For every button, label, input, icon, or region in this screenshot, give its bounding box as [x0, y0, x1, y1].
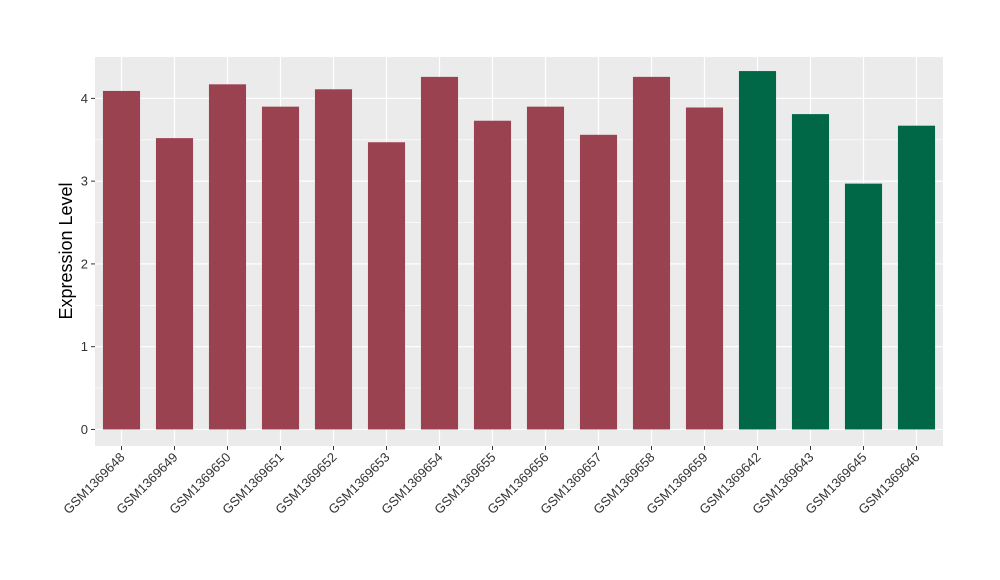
bar-GSM1369656	[526, 106, 565, 430]
y-axis-title: Expression Level	[56, 182, 76, 319]
y-tick-label: 4	[81, 91, 88, 106]
bar-GSM1369658	[632, 76, 671, 430]
bar-GSM1369654	[420, 76, 459, 430]
x-axis: GSM1369648GSM1369649GSM1369650GSM1369651…	[60, 446, 923, 517]
bar-GSM1369646	[897, 125, 936, 430]
bar-GSM1369642	[738, 71, 777, 430]
bar-GSM1369653	[367, 142, 406, 430]
bar-GSM1369657	[579, 134, 618, 430]
bar-GSM1369651	[261, 106, 300, 430]
bar-GSM1369648	[102, 90, 141, 430]
y-tick-label: 0	[81, 422, 88, 437]
bar-GSM1369643	[791, 114, 830, 430]
bar-GSM1369645	[844, 183, 883, 430]
bar-GSM1369652	[314, 89, 353, 430]
bar-GSM1369659	[685, 107, 724, 430]
bar-GSM1369649	[155, 138, 194, 430]
y-axis: 0 1 2 3 4	[81, 91, 95, 437]
y-tick-label: 3	[81, 174, 88, 189]
bar-GSM1369655	[473, 120, 512, 430]
bar-GSM1369650	[208, 84, 247, 430]
bars	[102, 71, 936, 430]
y-tick-label: 2	[81, 256, 88, 271]
y-tick-label: 1	[81, 339, 88, 354]
